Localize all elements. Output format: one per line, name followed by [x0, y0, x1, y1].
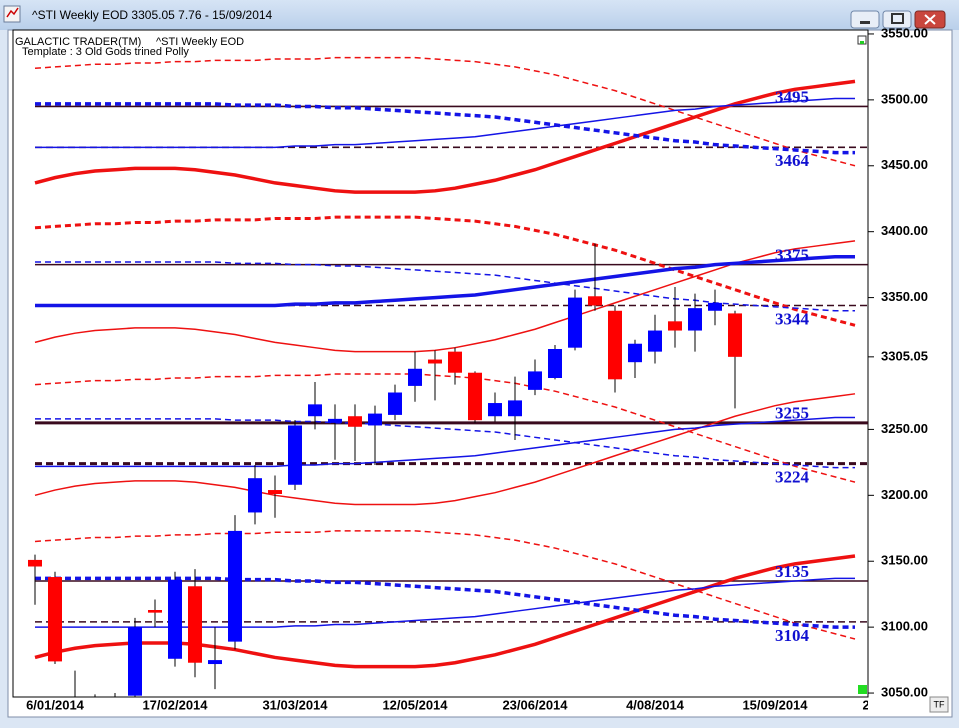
curve — [35, 102, 855, 155]
x-tick-label: 6/01/2014 — [26, 697, 85, 712]
plot-layer: 3495 3464 3375 3344 3255 3224 3135 3104 — [28, 56, 868, 697]
x-tick-label: 27/10/2014 — [862, 697, 928, 712]
y-tick-label: 3050.00 — [881, 684, 928, 699]
curve — [34, 530, 856, 640]
candle-body — [148, 610, 162, 613]
level-label: 3104 — [775, 626, 810, 645]
curve — [34, 240, 856, 353]
x-tick-label: 31/03/2014 — [262, 697, 328, 712]
candle-body — [668, 321, 682, 331]
level-label: 3224 — [775, 468, 810, 487]
chart-name: ^STI Weekly EOD — [156, 36, 244, 48]
candle-body — [728, 313, 742, 357]
minimize-glyph — [860, 21, 870, 24]
candle-body — [308, 404, 322, 417]
candle-body — [428, 359, 442, 364]
candle-body — [348, 416, 362, 427]
candle-body — [648, 330, 662, 352]
candle-body — [188, 586, 202, 663]
y-tick-label: 3350.00 — [881, 289, 928, 304]
candle-body — [628, 343, 642, 363]
candle-body — [48, 577, 62, 662]
candle-body — [688, 308, 702, 331]
x-tick-label: 12/05/2014 — [382, 697, 448, 712]
window-controls[interactable] — [850, 10, 946, 29]
x-tick-label: 15/09/2014 — [742, 697, 808, 712]
candle-body — [28, 559, 42, 567]
level-label: 3135 — [775, 562, 809, 581]
candle-body — [468, 372, 482, 421]
window-title: ^STI Weekly EOD 3305.05 7.76 - 15/09/201… — [32, 8, 273, 22]
app-icon-glyph — [6, 7, 19, 18]
candle-body — [408, 368, 422, 386]
level-label: 3375 — [775, 246, 809, 265]
level-label: 3344 — [775, 309, 810, 328]
curve — [34, 56, 856, 167]
curve — [35, 576, 855, 629]
candle-body — [228, 530, 242, 642]
curve — [34, 393, 856, 506]
x-tick-label: 4/08/2014 — [626, 697, 685, 712]
candle-body — [288, 425, 302, 485]
corner-icon-glyph — [860, 41, 864, 44]
product-name: GALACTIC TRADER(TM) — [15, 36, 141, 48]
curve — [35, 416, 855, 468]
curve — [34, 79, 856, 194]
candle-body — [528, 371, 542, 390]
title-bar — [0, 0, 959, 30]
curve — [34, 215, 856, 327]
x-tick-label: 23/06/2014 — [502, 697, 568, 712]
level-label: 3495 — [775, 87, 809, 106]
close-glyph — [924, 14, 936, 25]
tf-label[interactable]: TF — [934, 699, 945, 709]
candle-body — [608, 310, 622, 380]
curve — [35, 254, 855, 308]
candle-body — [268, 490, 282, 494]
level-label: 3464 — [775, 151, 810, 170]
y-tick-label: 3250.00 — [881, 421, 928, 436]
x-axis: 6/01/2014 17/02/2014 31/03/2014 12/05/2014 2… — [26, 697, 928, 712]
minimize-button[interactable] — [850, 10, 880, 29]
candle-body — [248, 478, 262, 513]
candle-body — [388, 392, 402, 415]
curve — [35, 97, 855, 149]
candle-body — [448, 351, 462, 373]
candle-body — [488, 403, 502, 417]
y-tick-label: 3200.00 — [881, 487, 928, 502]
candle-body — [508, 400, 522, 417]
template-name: Template : 3 Old Gods trined Polly — [22, 46, 189, 58]
curve — [34, 373, 856, 483]
maximize-glyph — [891, 13, 904, 24]
candle-body — [588, 296, 602, 306]
y-tick-label: 3100.00 — [881, 619, 928, 634]
tf-button[interactable] — [929, 696, 949, 713]
y-tick-label: 3500.00 — [881, 91, 928, 106]
candle-body — [328, 418, 342, 423]
y-tick-label: 3150.00 — [881, 553, 928, 568]
y-axis: 3550.00 3500.00 3450.00 3400.00 3350.00 3250.… — [868, 25, 928, 699]
candle-body — [708, 302, 722, 311]
candle-body — [128, 627, 142, 696]
level-label: 3255 — [775, 404, 809, 423]
status-square — [858, 685, 867, 694]
y-tick-label: 3400.00 — [881, 223, 928, 238]
x-tick-label: 17/02/2014 — [142, 697, 208, 712]
y-tick-label: 3450.00 — [881, 157, 928, 172]
y-tick-label: 3550.00 — [881, 25, 928, 40]
candle-body — [368, 413, 382, 426]
candle-body — [208, 660, 222, 665]
curve — [35, 418, 855, 469]
candle-body — [168, 579, 182, 659]
candle-body — [548, 349, 562, 378]
candle-body — [568, 297, 582, 348]
last-price-label: 3305.05 — [881, 348, 928, 363]
